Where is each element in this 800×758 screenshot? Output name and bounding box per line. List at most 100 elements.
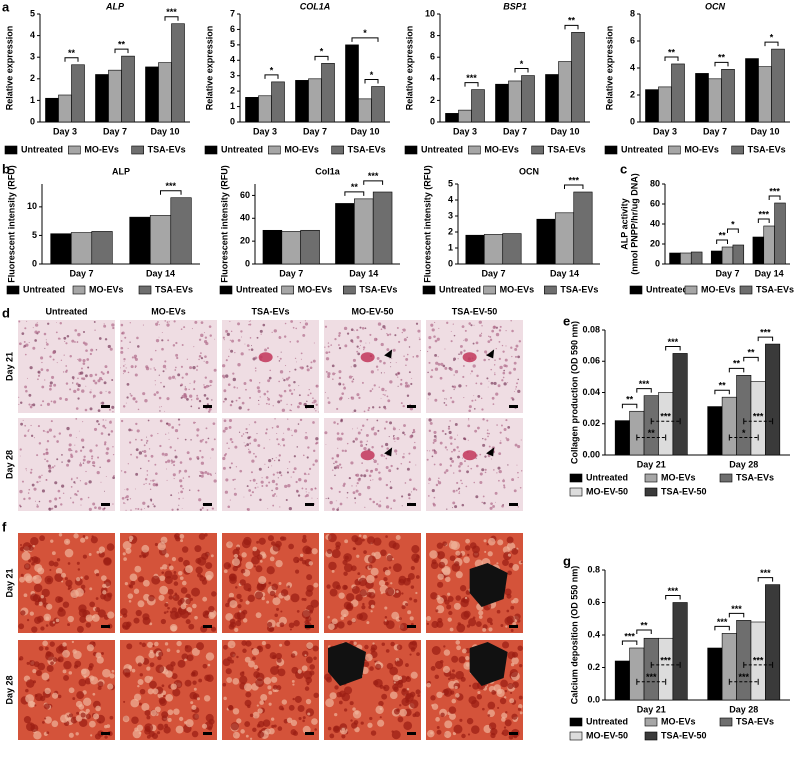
texture-dot (42, 489, 45, 492)
texture-dot (336, 408, 338, 410)
texture-dot (455, 370, 458, 373)
significance-bracket (352, 38, 378, 42)
texture-dot (250, 320, 251, 321)
texture-dot (371, 370, 374, 373)
significance-label: *** (760, 568, 771, 578)
texture-dot (71, 486, 73, 488)
texture-dot (354, 720, 359, 725)
bar (309, 79, 322, 122)
texture-dot (362, 424, 364, 426)
texture-dot (164, 455, 165, 456)
texture-dot (237, 363, 240, 366)
texture-dot (336, 508, 339, 511)
texture-dot (161, 711, 168, 718)
texture-dot (149, 483, 151, 485)
texture-dot (126, 488, 128, 490)
texture-dot (192, 680, 196, 684)
texture-dot (310, 600, 318, 608)
image-background (222, 418, 319, 511)
texture-dot (25, 575, 33, 583)
texture-dot (112, 503, 113, 504)
texture-dot (43, 453, 45, 455)
texture-dot (188, 476, 190, 478)
texture-dot (305, 686, 309, 690)
texture-dot (20, 506, 22, 508)
texture-dot (401, 463, 402, 464)
texture-dot (123, 373, 124, 374)
texture-dot (191, 399, 192, 400)
texture-dot (98, 423, 100, 425)
texture-dot (209, 380, 212, 383)
texture-dot (37, 322, 38, 323)
texture-dot (67, 335, 70, 338)
texture-dot (503, 486, 505, 488)
texture-dot (110, 716, 114, 720)
texture-dot (271, 583, 278, 590)
texture-dot (93, 395, 96, 398)
texture-dot (515, 444, 518, 447)
texture-dot (365, 343, 366, 344)
texture-dot (360, 440, 363, 443)
texture-dot (382, 642, 385, 645)
texture-dot (209, 408, 212, 411)
texture-dot (387, 399, 390, 402)
texture-dot (260, 330, 263, 333)
texture-dot (226, 677, 232, 683)
texture-dot (488, 336, 489, 337)
texture-dot (393, 426, 394, 427)
bar (691, 252, 702, 264)
significance-label: * (742, 428, 746, 438)
legend-label: Untreated (23, 284, 65, 294)
x-tick-label: Day 14 (349, 268, 378, 278)
texture-dot (229, 419, 232, 422)
texture-dot (200, 440, 203, 443)
texture-dot (197, 557, 206, 566)
texture-dot (102, 590, 106, 594)
texture-dot (246, 735, 249, 738)
texture-dot (49, 429, 52, 432)
texture-dot (49, 561, 55, 567)
bar (765, 344, 779, 455)
legend-swatch (544, 286, 556, 294)
texture-dot (98, 681, 104, 687)
texture-dot (201, 462, 204, 465)
texture-dot (273, 685, 278, 690)
column-label: MO-EV-50 (351, 306, 393, 316)
texture-dot (140, 689, 146, 695)
texture-dot (351, 380, 353, 382)
texture-dot (463, 397, 464, 398)
texture-dot (180, 485, 183, 488)
texture-dot (306, 708, 314, 716)
texture-dot (168, 595, 172, 599)
texture-dot (222, 364, 225, 367)
texture-dot (374, 338, 377, 341)
texture-dot (209, 325, 212, 328)
texture-dot (103, 325, 106, 328)
texture-dot (330, 487, 332, 489)
texture-dot (189, 395, 192, 398)
texture-dot (505, 625, 507, 627)
texture-dot (46, 342, 47, 343)
texture-dot (249, 424, 250, 425)
texture-dot (176, 650, 179, 653)
texture-dot (414, 442, 415, 443)
texture-dot (344, 539, 348, 543)
texture-dot (188, 389, 189, 390)
significance-label: * (770, 32, 774, 42)
texture-dot (326, 498, 327, 499)
texture-dot (223, 467, 226, 470)
texture-dot (157, 321, 159, 323)
texture-dot (236, 656, 238, 658)
texture-dot (344, 563, 353, 572)
texture-dot (135, 473, 138, 476)
texture-dot (344, 386, 345, 387)
texture-dot (499, 442, 501, 444)
texture-dot (374, 660, 376, 662)
texture-dot (371, 427, 374, 430)
texture-dot (470, 468, 472, 470)
texture-dot (70, 497, 71, 498)
texture-dot (435, 675, 439, 679)
texture-dot (107, 683, 113, 689)
texture-dot (170, 611, 173, 614)
texture-dot (409, 478, 412, 481)
